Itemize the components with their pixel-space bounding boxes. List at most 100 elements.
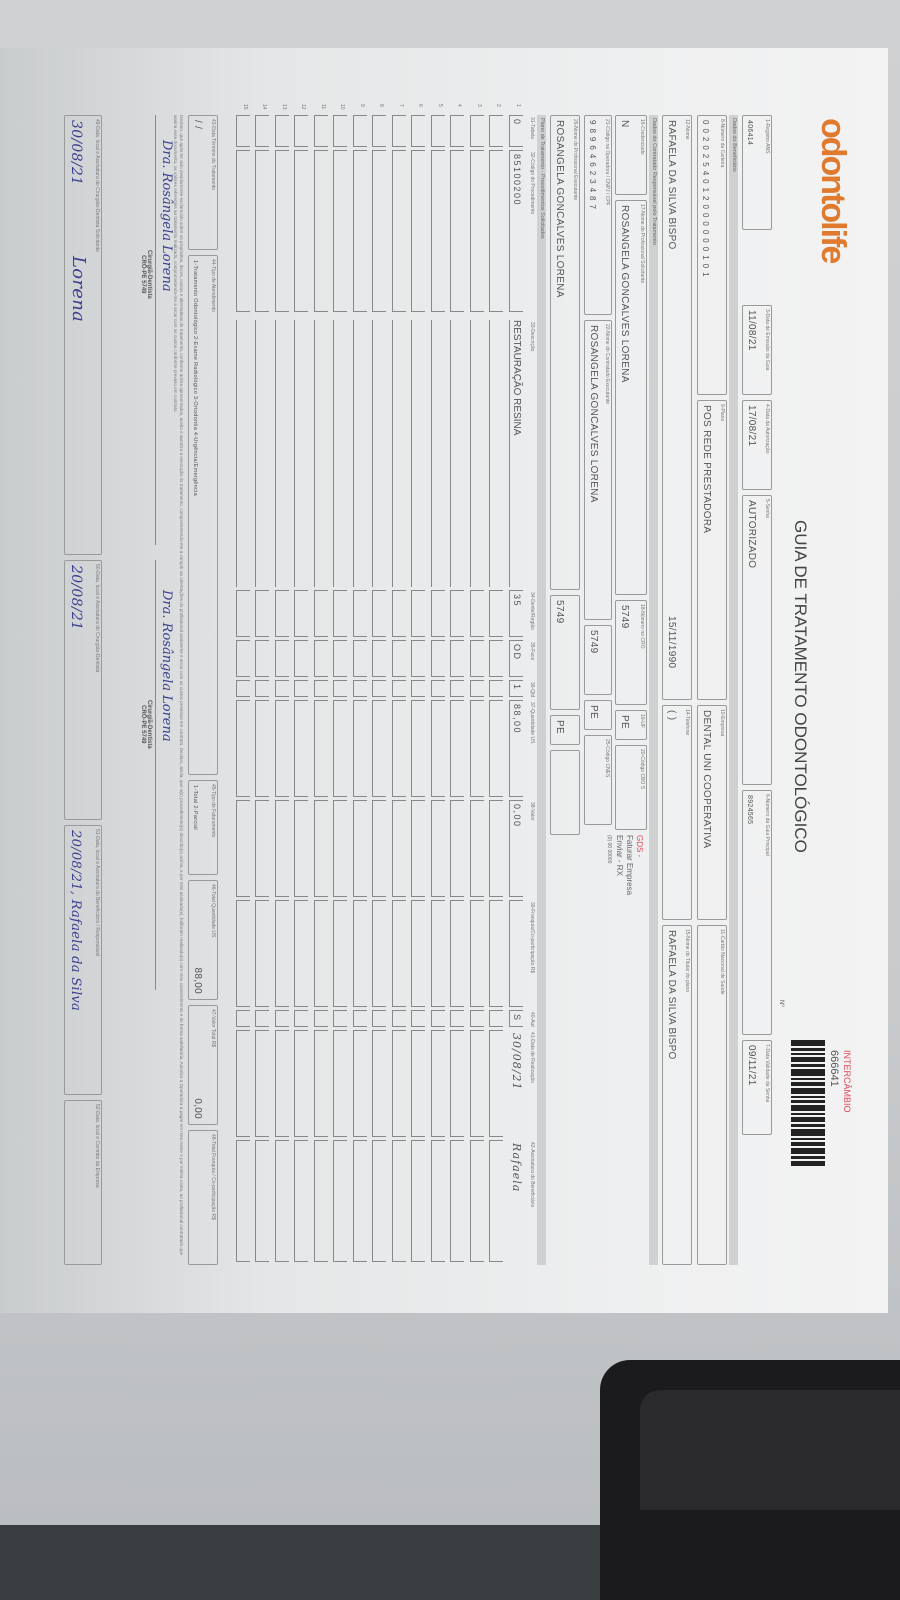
cell-face[interactable]: [275, 640, 289, 677]
cell-codigo[interactable]: [236, 150, 250, 312]
cell-tabela[interactable]: [450, 115, 465, 147]
cell-dente[interactable]: [392, 590, 406, 637]
cell-aut[interactable]: [275, 1010, 289, 1027]
cell-aut[interactable]: S: [509, 1010, 523, 1027]
cell-data[interactable]: [294, 1030, 309, 1137]
tipo-atendimento-field[interactable]: 44-Tipo de Atendimento 1-Tratamento Odont…: [188, 255, 218, 775]
cell-valor[interactable]: [372, 800, 387, 897]
cell-franquia[interactable]: [411, 900, 426, 1007]
cell-data[interactable]: [470, 1030, 484, 1137]
cell-data[interactable]: [411, 1030, 426, 1137]
cell-descricao[interactable]: [314, 320, 315, 587]
cell-valor[interactable]: [411, 800, 426, 897]
cell-qtd-us[interactable]: [470, 700, 484, 797]
registro-ans-field[interactable]: 1-Registro ANS 406414: [742, 115, 772, 230]
cell-qtd-us[interactable]: 88,00: [509, 700, 523, 797]
cell-codigo[interactable]: [275, 150, 289, 312]
cell-codigo[interactable]: [333, 150, 348, 312]
cell-dente[interactable]: [314, 590, 328, 637]
cell-tabela[interactable]: [392, 115, 406, 147]
cell-data[interactable]: [333, 1030, 348, 1137]
tipo-faturamento-field[interactable]: 45-Tipo de Faturamento 1-Total 2-Parcial: [188, 780, 218, 875]
cell-valor[interactable]: [450, 800, 465, 897]
cell-face[interactable]: [314, 640, 328, 677]
cell-qtd[interactable]: [314, 680, 328, 697]
cell-codigo[interactable]: [489, 150, 504, 312]
cell-assinatura[interactable]: Rafaela: [510, 1143, 523, 1193]
cell-descricao[interactable]: RESTAURAÇÃO RESINA: [509, 320, 522, 587]
cell-codigo[interactable]: [431, 150, 445, 312]
cell-descricao[interactable]: [353, 320, 354, 587]
cell-qtd-us[interactable]: [236, 700, 250, 797]
cell-codigo[interactable]: [372, 150, 387, 312]
cell-franquia[interactable]: [314, 900, 328, 1007]
cell-data[interactable]: [236, 1030, 250, 1137]
cro-contratado-field[interactable]: 5749: [584, 625, 612, 695]
cell-assinatura[interactable]: [275, 1140, 289, 1262]
cell-codigo[interactable]: [294, 150, 309, 312]
cell-aut[interactable]: [372, 1010, 387, 1027]
cell-data[interactable]: [275, 1030, 289, 1137]
cell-codigo[interactable]: [392, 150, 406, 312]
cell-tabela[interactable]: [372, 115, 387, 147]
cell-assinatura[interactable]: [392, 1140, 406, 1262]
cell-qtd-us[interactable]: [450, 700, 465, 797]
cell-qtd-us[interactable]: [431, 700, 445, 797]
cell-qtd[interactable]: [392, 680, 406, 697]
cell-assinatura[interactable]: [314, 1140, 328, 1262]
cell-qtd-us[interactable]: [372, 700, 387, 797]
empresa-field[interactable]: 10-Empresa DENTAL UNI COOPERATIVA: [697, 705, 727, 920]
cell-aut[interactable]: [489, 1010, 504, 1027]
cell-tabela[interactable]: [314, 115, 328, 147]
cell-assinatura[interactable]: [470, 1140, 484, 1262]
credenciado-field[interactable]: 16-Credenciado N: [615, 115, 647, 195]
cell-face[interactable]: [392, 640, 406, 677]
local-data-empresa-field[interactable]: 52-Data, local e Carimbo da Empresa: [64, 1100, 102, 1265]
prof-solicitante-field[interactable]: 17-Nome do Profissional Solicitante ROSAN…: [615, 200, 647, 595]
cell-dente[interactable]: [353, 590, 367, 637]
prof-executante-field[interactable]: 26-Nome do Profissional Executante ROSANG…: [550, 115, 580, 590]
uf-executante-field[interactable]: PE: [550, 715, 580, 745]
cell-valor[interactable]: [294, 800, 309, 897]
cell-face[interactable]: [372, 640, 387, 677]
plano-field[interactable]: 9-Plano POS REDE PRESTADORA: [697, 400, 727, 700]
cell-descricao[interactable]: [470, 320, 471, 587]
cell-valor[interactable]: [392, 800, 406, 897]
cell-face[interactable]: [294, 640, 309, 677]
cell-assinatura[interactable]: [333, 1140, 348, 1262]
cell-data[interactable]: [431, 1030, 445, 1137]
cell-dente[interactable]: [450, 590, 465, 637]
cbo-field[interactable]: 20-Código CBO S: [615, 745, 647, 830]
cell-valor[interactable]: [236, 800, 250, 897]
cell-assinatura[interactable]: [255, 1140, 270, 1262]
cell-franquia[interactable]: [333, 900, 348, 1007]
data-emissao-field[interactable]: 3-Data de Emissão da Guia 11/08/21: [742, 305, 772, 395]
cell-aut[interactable]: [333, 1010, 348, 1027]
cell-franquia[interactable]: [509, 900, 523, 1007]
carteira-field[interactable]: 8-Número da Carteira 0020254012000000101: [697, 115, 727, 395]
cell-qtd[interactable]: [489, 680, 504, 697]
cell-assinatura[interactable]: [411, 1140, 426, 1262]
cell-qtd[interactable]: [372, 680, 387, 697]
cell-franquia[interactable]: [489, 900, 504, 1007]
cell-codigo[interactable]: [470, 150, 484, 312]
cell-aut[interactable]: [236, 1010, 250, 1027]
cell-descricao[interactable]: [411, 320, 413, 587]
cell-descricao[interactable]: [294, 320, 296, 587]
cell-tabela[interactable]: [431, 115, 445, 147]
cell-aut[interactable]: [353, 1010, 367, 1027]
cell-face[interactable]: [353, 640, 367, 677]
cro-field[interactable]: 18-Número no CRO 5749: [615, 600, 647, 705]
cell-assinatura[interactable]: [294, 1140, 309, 1262]
cell-tabela[interactable]: [275, 115, 289, 147]
cell-franquia[interactable]: [353, 900, 367, 1007]
cell-assinatura[interactable]: [353, 1140, 367, 1262]
cell-face[interactable]: OD: [509, 640, 523, 677]
cell-qtd[interactable]: [333, 680, 348, 697]
cbo-executante-field[interactable]: [550, 750, 580, 835]
cell-qtd-us[interactable]: [489, 700, 504, 797]
cell-franquia[interactable]: [275, 900, 289, 1007]
cell-descricao[interactable]: [431, 320, 432, 587]
cell-assinatura[interactable]: [372, 1140, 387, 1262]
cell-descricao[interactable]: [255, 320, 257, 587]
